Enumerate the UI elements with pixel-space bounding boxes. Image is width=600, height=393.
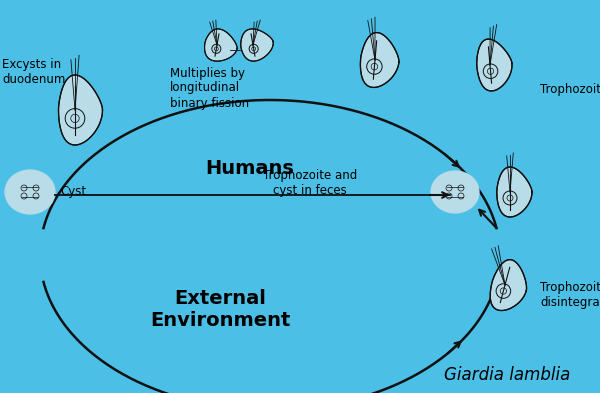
Polygon shape xyxy=(497,167,532,217)
Polygon shape xyxy=(361,33,399,87)
Text: Cyst: Cyst xyxy=(60,185,86,198)
Text: Humans: Humans xyxy=(206,158,295,178)
Text: Trophozoite and
cyst in feces: Trophozoite and cyst in feces xyxy=(263,169,357,197)
Polygon shape xyxy=(59,75,103,145)
Polygon shape xyxy=(490,260,527,310)
Text: Multiplies by
longitudinal
binary fission: Multiplies by longitudinal binary fissio… xyxy=(170,66,249,110)
Text: Excysts in
duodenum: Excysts in duodenum xyxy=(2,58,65,86)
Text: Giardia lamblia: Giardia lamblia xyxy=(443,366,570,384)
Polygon shape xyxy=(205,29,237,61)
Text: Trophozoites: Trophozoites xyxy=(540,83,600,97)
Polygon shape xyxy=(477,39,512,91)
Ellipse shape xyxy=(431,171,479,213)
Text: Trophozoite
disintegrates: Trophozoite disintegrates xyxy=(540,281,600,309)
Ellipse shape xyxy=(5,170,55,214)
Polygon shape xyxy=(241,29,273,61)
Text: External
Environment: External Environment xyxy=(150,290,290,331)
